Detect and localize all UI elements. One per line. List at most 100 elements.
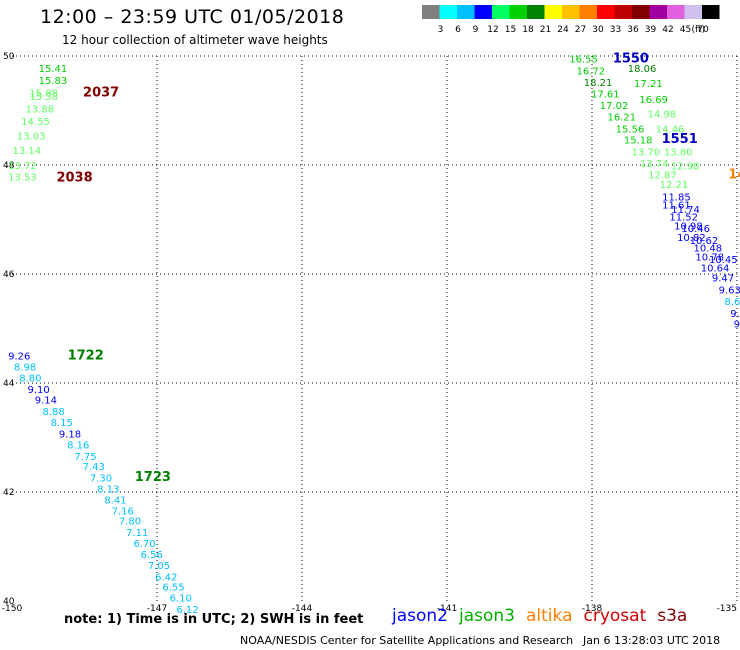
wave-height-value: 17.02 <box>600 101 629 112</box>
legend-label: 18 <box>522 25 534 35</box>
wave-height-value: 9.01 <box>734 319 740 330</box>
track-time-label: 1722 <box>68 349 104 364</box>
track-time-label: 1550 <box>613 52 649 67</box>
wave-height-value: 15.38 <box>29 92 58 103</box>
wave-height-value: 9.26 <box>8 352 30 363</box>
wave-height-value: 11.52 <box>669 213 698 224</box>
x-tick-label: -147 <box>147 604 167 614</box>
track-time-label: 2037 <box>83 85 119 100</box>
wave-height-value: 13.72 <box>8 161 37 172</box>
legend-label: 3 <box>438 25 444 35</box>
legend-label: 39 <box>645 25 657 35</box>
satellite-jason2: jason2 <box>392 606 448 626</box>
x-tick-label: -150 <box>2 604 23 614</box>
wave-height-value: 6.55 <box>162 583 184 594</box>
wave-height-value: 12.87 <box>648 171 677 182</box>
wave-height-value: 7.80 <box>119 517 141 528</box>
legend-swatch <box>457 5 475 19</box>
wave-height-value: 7.16 <box>112 506 134 517</box>
wave-height-value: 16.55 <box>569 55 598 66</box>
legend-swatch <box>474 5 492 19</box>
wave-height-value: 15.83 <box>39 76 68 87</box>
track-time-label: 1723 <box>135 470 171 485</box>
wave-height-value: 9.63 <box>719 286 740 297</box>
page-title: 12:00 – 23:59 UTC 01/05/2018 <box>40 6 345 28</box>
legend-swatch <box>632 5 650 19</box>
wave-height-value: 8.41 <box>104 495 126 506</box>
wave-height-value: 10.82 <box>677 233 706 244</box>
track-time-label: 14 <box>728 168 740 183</box>
wave-height-value: 9.10 <box>27 385 49 396</box>
wave-height-value: 7.05 <box>148 561 170 572</box>
wave-height-value: 14.98 <box>648 110 677 121</box>
wave-height-value: 10.78 <box>695 252 724 263</box>
satellite-legend: jason2 jason3 altika cryosat s3a <box>392 606 698 626</box>
x-tick-label: -138 <box>582 604 603 614</box>
wave-height-value: 9.47 <box>712 274 734 285</box>
wave-height-value: 10.98 <box>674 221 703 232</box>
wave-height-value: 11.61 <box>662 201 691 212</box>
legend-label: 30 <box>592 25 604 35</box>
wave-height-value: 8.98 <box>14 362 36 373</box>
wave-height-value: 10.48 <box>694 244 723 255</box>
wave-height-value: 9.14 <box>35 396 57 407</box>
color-legend: 3 6 9 12 15 18 21 24 27 30 33 36 39 42 45 70(ft) <box>422 5 720 35</box>
wave-height-value: 18.21 <box>584 78 613 89</box>
legend-swatch <box>597 5 615 19</box>
footer-credit: NOAA/NESDIS Center for Satellite Applica… <box>240 634 574 647</box>
wave-height-value: 14.46 <box>656 124 685 135</box>
wave-height-value: 8.13 <box>97 485 119 496</box>
legend-label: 12 <box>487 25 498 35</box>
wave-height-value: 16.69 <box>639 95 668 106</box>
wave-height-value: 15.18 <box>624 136 653 147</box>
legend-swatch <box>422 5 440 19</box>
legend-label: 70 <box>697 25 709 35</box>
footer-timestamp: Jan 6 13:28:03 UTC 2018 <box>583 634 721 647</box>
wave-height-value: 9.05 <box>730 309 740 320</box>
wave-height-value: 12.98 <box>671 161 700 172</box>
wave-height-value: 8.15 <box>51 418 73 429</box>
wave-height-value: 13.74 <box>640 159 669 170</box>
wave-height-value: 16.21 <box>607 112 636 123</box>
legend-unit: (ft) <box>692 25 706 35</box>
y-tick-label: 50 <box>3 52 15 62</box>
wave-height-value: 18.06 <box>628 64 657 75</box>
track-time-label: 2038 <box>56 170 92 185</box>
wave-height-value: 6.42 <box>155 572 177 583</box>
wave-height-value: 10.64 <box>701 263 730 274</box>
y-tick-label: 42 <box>3 488 14 498</box>
legend-swatch <box>544 5 562 19</box>
wave-height-value: 10.62 <box>690 236 719 247</box>
wave-height-value: 10.46 <box>681 224 710 235</box>
wave-height-value: 8.80 <box>19 373 41 384</box>
wave-height-value: 11.74 <box>671 205 700 216</box>
header: 12:00 – 23:59 UTC 01/05/2018 12 hour col… <box>0 0 740 50</box>
wave-height-value: 7.11 <box>126 528 148 539</box>
satellite-jason3: jason3 <box>459 606 515 626</box>
y-tick-label: 48 <box>3 161 15 171</box>
legend-swatch <box>684 5 702 19</box>
wave-height-value: 13.53 <box>8 172 37 183</box>
wave-height-value: 6.12 <box>176 605 198 616</box>
legend-label: 27 <box>575 25 586 35</box>
legend-label: 45 <box>680 25 691 35</box>
y-tick-label: 46 <box>3 270 15 280</box>
wave-height-value: 13.70 <box>632 148 661 159</box>
wave-height-value: 13.80 <box>664 148 693 159</box>
wave-height-value: 6.70 <box>133 539 155 550</box>
wave-height-value: 15.88 <box>29 88 58 99</box>
wave-height-value: 8.88 <box>42 407 64 418</box>
wave-height-value: 9.18 <box>59 430 81 441</box>
legend-label: 21 <box>540 25 551 35</box>
legend-swatch <box>439 5 457 19</box>
y-tick-label: 40 <box>3 597 15 607</box>
legend-swatch <box>562 5 580 19</box>
wave-height-value: 7.30 <box>90 474 112 485</box>
page-subtitle: 12 hour collection of altimeter wave hei… <box>62 33 328 47</box>
satellite-altika: altika <box>526 606 573 626</box>
x-tick-label: -144 <box>292 604 313 614</box>
wave-height-value: 8.16 <box>67 440 89 451</box>
wave-height-value: 8.61 <box>724 297 740 308</box>
wave-height-value: 10.45 <box>709 255 738 266</box>
